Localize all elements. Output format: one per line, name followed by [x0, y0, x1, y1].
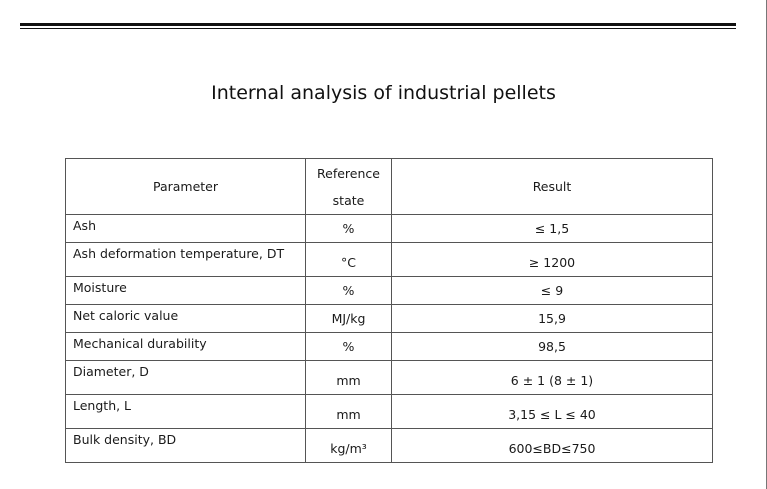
- table-row: Ash deformation temperature, DT °C ≥ 120…: [65, 242, 713, 277]
- table-row: Moisture % ≤ 9: [65, 276, 713, 305]
- header-reference-line1: Reference: [317, 165, 380, 181]
- row-parameter: Moisture: [65, 276, 306, 305]
- row-unit: kg/m³: [305, 428, 392, 463]
- document-title: Internal analysis of industrial pellets: [211, 82, 556, 104]
- row-unit: %: [305, 332, 392, 361]
- row-unit: %: [305, 276, 392, 305]
- table-header-row: Parameter Reference state Result: [65, 158, 713, 215]
- table-row: Bulk density, BD kg/m³ 600≤BD≤750: [65, 428, 713, 463]
- row-result: 6 ± 1 (8 ± 1): [391, 360, 713, 395]
- row-parameter: Diameter, D: [65, 360, 306, 395]
- header-rule-thin: [20, 28, 736, 29]
- row-parameter: Bulk density, BD: [65, 428, 306, 463]
- header-reference-line2: state: [332, 192, 365, 208]
- table-row: Length, L mm 3,15 ≤ L ≤ 40: [65, 394, 713, 429]
- row-unit: mm: [305, 360, 392, 395]
- header-rule-thick: [20, 23, 736, 26]
- row-result: 98,5: [391, 332, 713, 361]
- row-unit: MJ/kg: [305, 304, 392, 333]
- row-parameter: Mechanical durability: [65, 332, 306, 361]
- row-result: ≤ 1,5: [391, 214, 713, 243]
- header-reference-state: Reference state: [305, 158, 392, 215]
- pellet-analysis-table: Parameter Reference state Result Ash % ≤…: [65, 158, 713, 463]
- row-parameter: Ash deformation temperature, DT: [65, 242, 306, 277]
- row-parameter: Ash: [65, 214, 306, 243]
- row-parameter: Net caloric value: [65, 304, 306, 333]
- row-parameter: Length, L: [65, 394, 306, 429]
- row-result: 15,9: [391, 304, 713, 333]
- row-unit: mm: [305, 394, 392, 429]
- row-unit: °C: [305, 242, 392, 277]
- table-row: Net caloric value MJ/kg 15,9: [65, 304, 713, 333]
- row-result: 3,15 ≤ L ≤ 40: [391, 394, 713, 429]
- table-row: Mechanical durability % 98,5: [65, 332, 713, 361]
- table-row: Ash % ≤ 1,5: [65, 214, 713, 243]
- table-row: Diameter, D mm 6 ± 1 (8 ± 1): [65, 360, 713, 395]
- row-result: ≥ 1200: [391, 242, 713, 277]
- row-result: ≤ 9: [391, 276, 713, 305]
- header-result: Result: [391, 158, 713, 215]
- row-unit: %: [305, 214, 392, 243]
- header-parameter: Parameter: [65, 158, 306, 215]
- row-result: 600≤BD≤750: [391, 428, 713, 463]
